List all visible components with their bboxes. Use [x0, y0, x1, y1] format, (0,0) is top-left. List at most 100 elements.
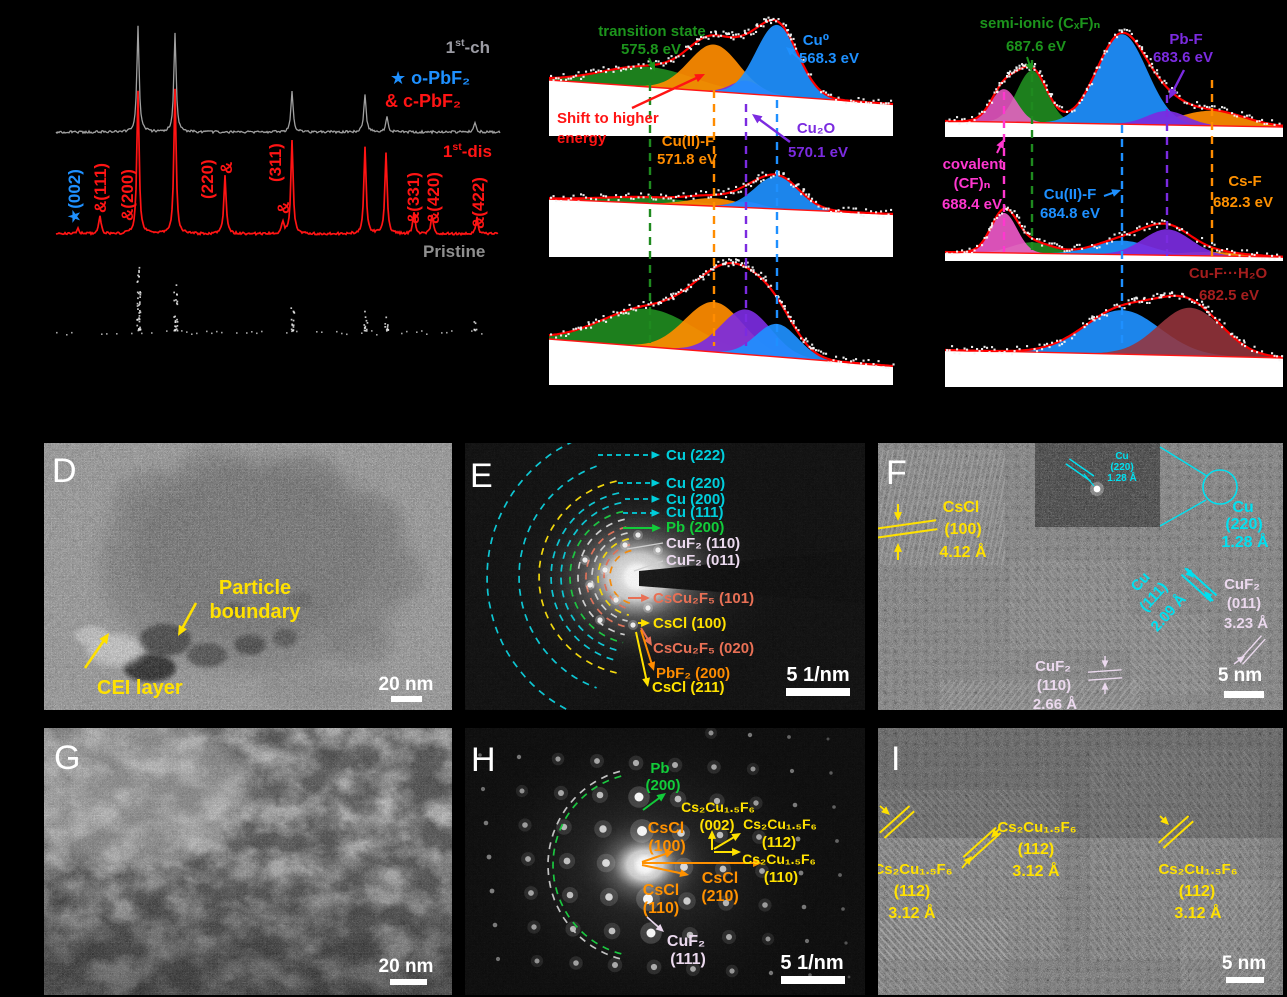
fit-component	[549, 66, 893, 104]
label-cs2cu15f6-112-left: Cs₂Cu₁.₅F₆	[873, 861, 952, 878]
arrow-head	[647, 61, 655, 71]
annotation-text: energy	[557, 130, 607, 147]
label-transition-state: transition state	[598, 23, 706, 40]
arrow-head	[651, 451, 660, 459]
lattice-fringe-patch	[880, 450, 1005, 565]
arrow-head	[894, 543, 902, 552]
arrow-head	[752, 114, 763, 124]
arrow-head	[643, 636, 652, 646]
annotation-text: 684.8 eV	[1040, 205, 1100, 222]
label-cei-layer: CEI layer	[97, 677, 183, 699]
fit-component	[945, 34, 1283, 128]
label-cuf2-011: CuF₂	[1224, 576, 1260, 593]
lattice-fringe-patch	[878, 918, 1008, 993]
lattice-spacing-marker	[1087, 669, 1122, 673]
label-cs2cu15f6-112-right: Cs₂Cu₁.₅F₆	[1158, 861, 1237, 878]
fit-component	[945, 70, 1283, 127]
fit-component	[549, 175, 893, 214]
envelope	[548, 261, 894, 368]
noise-texture	[44, 728, 452, 995]
ring-label-cu-111: Cu (111)	[666, 504, 724, 521]
label-covalent: covalent	[943, 156, 1004, 173]
xps-spectrum-2	[944, 291, 1284, 387]
annotation-text: (111)	[670, 951, 706, 968]
arrow-head	[996, 139, 1004, 149]
generated-figure-content: 1st-ch ★ o-PbF₂ & c-PbF₂ 1st-dis Pristine ★(0…	[44, 15, 1284, 995]
annotation-text: (112)	[894, 883, 930, 900]
fit-component	[945, 240, 1283, 257]
scalebar	[1226, 977, 1264, 983]
xps-spectrum-0	[548, 16, 894, 136]
annotation-text: (CF)ₙ	[954, 175, 991, 192]
annotation-line	[633, 560, 664, 572]
fit-component	[549, 323, 893, 366]
xrd-peak-label: &(111)	[91, 163, 110, 213]
xps-spectrum-2	[548, 258, 895, 385]
fft-spot	[1093, 485, 1101, 493]
arrow-head	[651, 479, 660, 487]
panel-letters: D E F G H I	[52, 452, 907, 779]
lattice-spacing-marker	[967, 832, 1002, 864]
xrd-trace-1st-ch	[55, 25, 501, 135]
annotation-text: (112)	[1179, 883, 1215, 900]
label-cs2cu15f6-112-mid: Cs₂Cu₁.₅F₆	[997, 819, 1076, 836]
envelope	[945, 207, 1284, 258]
fit-component	[945, 307, 1283, 358]
ring-label-cuf2-110: CuF₂ (110)	[666, 535, 740, 552]
scatter-points	[550, 16, 893, 106]
scatter-points	[550, 258, 895, 369]
legend-first-charge: 1st-ch	[446, 37, 490, 57]
arrow-line	[180, 602, 198, 631]
annotation-text: (011)	[1227, 595, 1261, 612]
fft-inset-noise	[1035, 443, 1160, 527]
arrow-head	[641, 594, 650, 602]
panel-g-tem: 20 nm	[44, 728, 452, 995]
ring-label-pb-200: Pb (200)	[666, 519, 724, 536]
annotation-text: 568.3 eV	[799, 50, 859, 67]
arrow-line	[713, 835, 737, 850]
arrow-head	[651, 509, 660, 517]
xrd-peak-label: (311)	[266, 143, 285, 182]
arrow-head	[1185, 569, 1194, 578]
ring-label-cscl-100: CsCl (100)	[653, 615, 726, 632]
arrow-head	[647, 661, 656, 671]
arrow-head	[708, 830, 716, 839]
legend-pristine: Pristine	[423, 242, 485, 261]
annotation-text: 683.6 eV	[1153, 49, 1213, 66]
annotation-text: 3.12 Å	[1174, 903, 1222, 922]
inset-label-cu-220: Cu	[1115, 451, 1128, 462]
legend-o-pbf2: ★ o-PbF₂	[390, 68, 470, 88]
ring-label-cuf2-011: CuF₂ (011)	[666, 552, 740, 569]
fit-component	[549, 44, 893, 104]
fit-component	[945, 229, 1283, 257]
annotation-line	[1159, 446, 1208, 477]
annotation-line	[1083, 473, 1095, 487]
panel-e-saed: Cu (222) Cu (220)Cu (200)Cu (111)Pb (200)…	[465, 443, 865, 710]
baseline-band	[549, 199, 893, 257]
annotation-text: (220)	[1110, 462, 1133, 473]
panel-letter-f: F	[886, 454, 907, 492]
scalebar-label: 20 nm	[379, 674, 434, 695]
panel-letter-i: I	[891, 740, 900, 778]
arrow-head	[1204, 591, 1213, 600]
noise-texture	[44, 443, 452, 710]
baseline	[944, 251, 1284, 258]
panel-f-hrtem: CsCl(100)4.12 ÅCu(220)1.28 ÅCu(220)1.28 …	[878, 443, 1283, 710]
panel-h-saed: Pb(200)CsCl(100)CsCl(110)CsCl(210)Cs₂Cu₁…	[465, 728, 865, 995]
label-shift: Shift to higher	[557, 110, 659, 127]
arrow-head	[694, 74, 705, 83]
panel-letter-g: G	[54, 739, 80, 777]
spot-label-cscl-210: CsCl	[702, 870, 738, 887]
arrow-line	[640, 629, 654, 666]
scatter-points	[946, 28, 1281, 126]
arrow-head	[786, 47, 796, 56]
annotation-text: 3.12 Å	[888, 903, 936, 922]
arrow-head	[1169, 88, 1178, 99]
lattice-spacing-marker	[879, 805, 911, 834]
scatter-points	[946, 205, 1281, 261]
fit-component	[945, 242, 1283, 257]
lattice-fringe-patch	[940, 680, 1140, 710]
label-cuf2-110: CuF₂	[1035, 658, 1071, 675]
lattice-fringe-patch	[1010, 560, 1130, 650]
arrow-head	[651, 495, 660, 503]
